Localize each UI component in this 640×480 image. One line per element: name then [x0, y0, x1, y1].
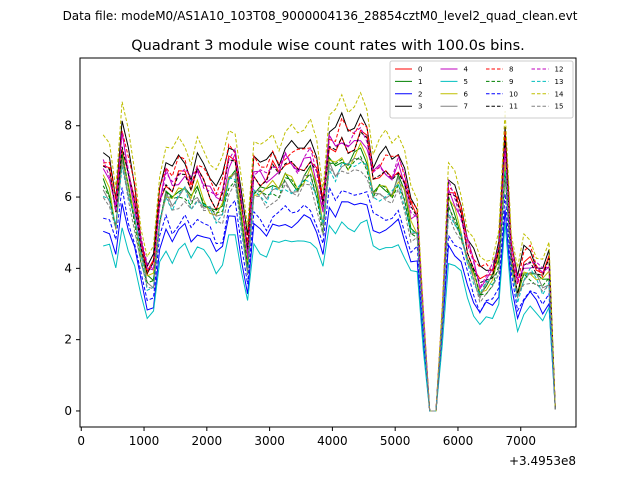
- series-5-line: [103, 219, 556, 412]
- series-3-line: [102, 111, 556, 412]
- y-tick-label: 2: [64, 333, 72, 347]
- series-11-line: [102, 131, 556, 412]
- legend-label-6: 6: [464, 90, 469, 98]
- x-tick-label: 4000: [317, 434, 348, 448]
- series-1-line: [102, 147, 556, 412]
- legend-label-2: 2: [418, 90, 422, 98]
- legend-label-0: 0: [418, 66, 422, 74]
- legend-label-15: 15: [555, 103, 564, 111]
- x-tick-label: 6000: [443, 434, 474, 448]
- x-tick-label: 3000: [254, 434, 285, 448]
- legend-label-11: 11: [509, 103, 518, 111]
- x-tick-label: 1000: [129, 434, 160, 448]
- series-14-line: [102, 91, 556, 412]
- series-6-line: [102, 141, 556, 412]
- plot-frame: [79, 57, 577, 428]
- y-tick-label: 0: [64, 404, 72, 418]
- x-offset-label: +3.4953e8: [509, 454, 576, 468]
- x-tick-label: 7000: [505, 434, 536, 448]
- legend-box: [389, 60, 574, 119]
- y-axis: 0 2 4 6 8: [64, 119, 80, 418]
- legend-label-14: 14: [555, 90, 564, 98]
- x-tick-label: 2000: [192, 434, 223, 448]
- series-layer: [102, 91, 556, 412]
- legend-label-1: 1: [418, 78, 422, 86]
- legend-label-4: 4: [464, 66, 469, 74]
- legend-label-13: 13: [555, 78, 564, 86]
- legend-label-8: 8: [509, 66, 513, 74]
- y-tick-label: 6: [64, 190, 72, 204]
- legend-label-7: 7: [464, 103, 468, 111]
- x-axis: 0 1000 2000 3000 4000 5000 6000 7000: [77, 427, 536, 448]
- x-tick-label: 0: [77, 434, 85, 448]
- series-9-line: [102, 154, 556, 412]
- legend-label-5: 5: [464, 78, 468, 86]
- legend-label-10: 10: [509, 90, 518, 98]
- legend-label-3: 3: [418, 103, 422, 111]
- x-tick-label: 5000: [380, 434, 411, 448]
- series-0-line: [103, 129, 556, 412]
- series-7-line: [102, 157, 556, 412]
- series-8-line: [103, 116, 556, 412]
- series-15-line: [102, 161, 556, 412]
- y-tick-label: 4: [64, 261, 72, 275]
- y-tick-label: 8: [64, 119, 72, 133]
- legend-label-9: 9: [509, 78, 513, 86]
- series-10-line: [103, 185, 556, 412]
- chart-suptitle: Data file: modeM0/AS1A10_103T08_90000041…: [63, 9, 578, 23]
- chart-title: Quadrant 3 module wise count rates with …: [131, 38, 525, 54]
- legend-label-12: 12: [555, 66, 564, 74]
